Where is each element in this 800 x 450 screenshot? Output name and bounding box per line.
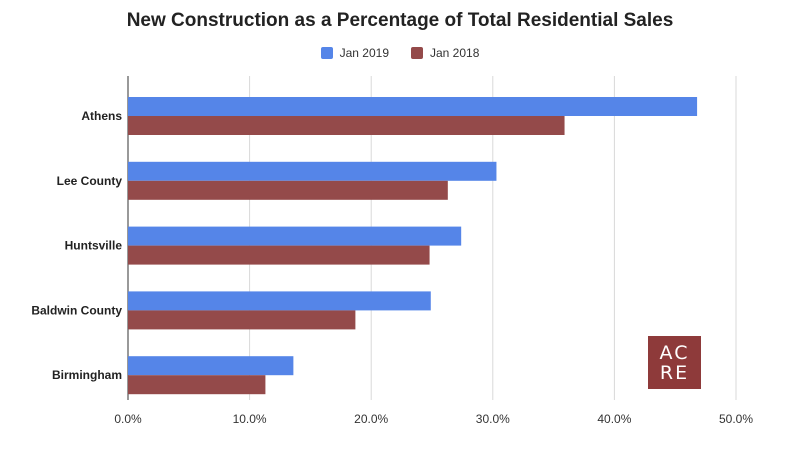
- legend-item-jan-2019: Jan 2019: [320, 46, 389, 60]
- category-label: Lee County: [57, 174, 123, 188]
- chart-title: New Construction as a Percentage of Tota…: [126, 10, 674, 31]
- x-tick-label: 30.0%: [476, 412, 510, 426]
- x-tick-label: 10.0%: [233, 412, 267, 426]
- bar-huntsville-jan-2019: [128, 226, 462, 246]
- bar-lee-county-jan-2019: [128, 161, 497, 181]
- legend-label-jan-2019: Jan 2019: [339, 46, 389, 60]
- category-label: Huntsville: [65, 239, 123, 253]
- bar-baldwin-county-jan-2019: [128, 291, 431, 311]
- x-tick-label: 20.0%: [354, 412, 388, 426]
- legend-item-jan-2018: Jan 2018: [411, 46, 479, 60]
- legend-swatch-jan-2019: [320, 47, 333, 59]
- logo-line-1: AC: [659, 341, 690, 364]
- bar-lee-county-jan-2018: [128, 180, 448, 200]
- bar-birmingham-jan-2019: [128, 356, 294, 376]
- logo-line-2: RE: [659, 361, 690, 384]
- category-label: Birmingham: [52, 368, 122, 382]
- acre-logo: AC RE: [648, 336, 701, 389]
- x-tick-label: 0.0%: [114, 412, 142, 426]
- bar-athens-jan-2018: [128, 116, 565, 135]
- category-label: Athens: [81, 109, 122, 123]
- legend: Jan 2019 Jan 2018: [0, 46, 800, 60]
- bar-huntsville-jan-2018: [128, 245, 430, 265]
- category-label: Baldwin County: [31, 303, 122, 317]
- x-tick-label: 40.0%: [597, 412, 631, 426]
- bar-baldwin-county-jan-2018: [128, 310, 356, 330]
- x-tick-label: 50.0%: [719, 412, 753, 426]
- legend-label-jan-2018: Jan 2018: [430, 46, 480, 60]
- bar-athens-jan-2019: [128, 97, 698, 116]
- bar-birmingham-jan-2018: [128, 375, 266, 395]
- legend-swatch-jan-2018: [411, 47, 423, 59]
